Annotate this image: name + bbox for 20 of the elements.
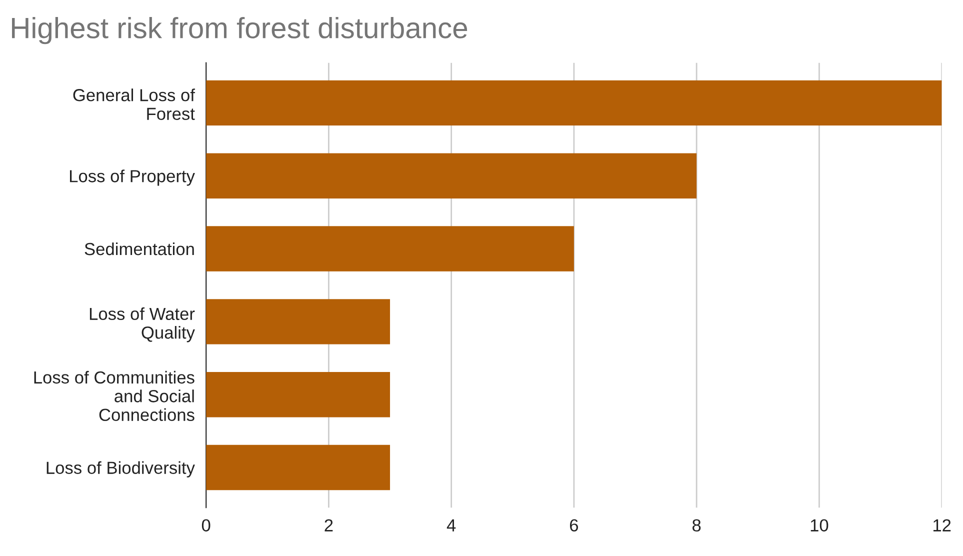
x-tick-label: 8 [692, 519, 701, 532]
x-tick-label: 6 [570, 519, 578, 532]
bar [206, 372, 390, 418]
x-tick-label: 12 [933, 519, 951, 532]
y-tick-label: Loss of Communities and Social Connections [34, 370, 194, 422]
x-tick-label: 10 [810, 519, 828, 532]
bar [206, 444, 390, 490]
y-tick-label: Loss of Water Quality [90, 307, 195, 342]
bar [206, 226, 574, 272]
bar [206, 80, 942, 126]
chart-title: Highest risk from forest disturbance [12, 16, 468, 44]
bar [206, 299, 390, 344]
y-tick-label: Loss of Property [70, 170, 195, 186]
y-tick-label: General Loss of Forest [73, 88, 196, 120]
y-tick-label: Sedimentation [84, 242, 194, 256]
x-tick-label: 0 [202, 519, 210, 532]
x-tick-label: 2 [324, 519, 333, 532]
y-tick-label: Loss of Biodiversity [46, 461, 195, 478]
bar [206, 153, 697, 198]
x-tick-label: 4 [446, 519, 456, 532]
